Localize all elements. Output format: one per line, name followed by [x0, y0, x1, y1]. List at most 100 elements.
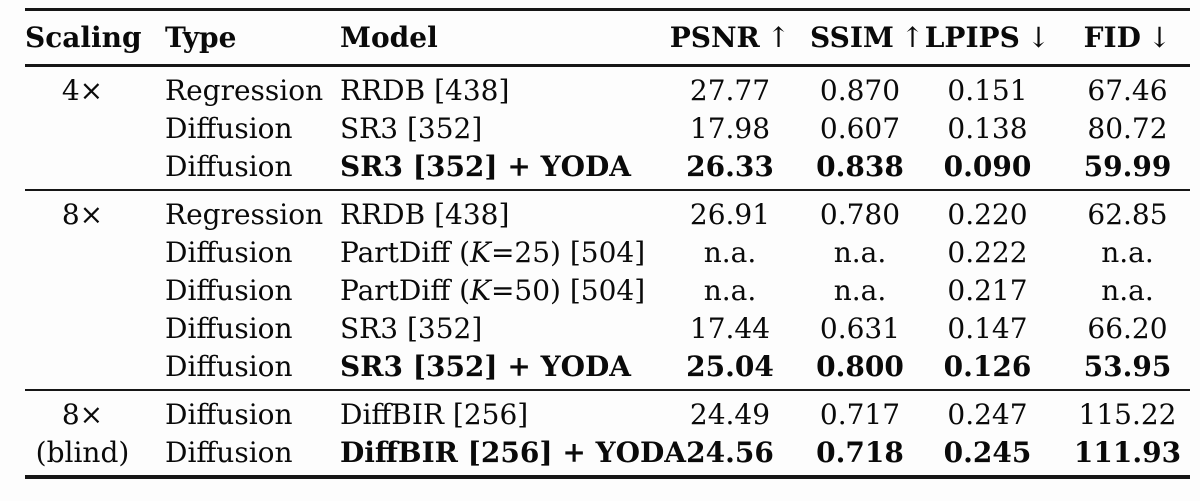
cell-lpips: 0.147: [947, 311, 1028, 345]
cell-fid: n.a.: [1101, 235, 1154, 269]
math-variable: K: [470, 235, 491, 269]
cell-lpips: 0.222: [947, 235, 1028, 269]
cell-model: PartDiff (K=50) [504]: [325, 274, 650, 307]
cell-psnr: n.a.: [703, 235, 757, 269]
cell-psnr: 17.44: [689, 311, 771, 345]
cell-model: DiffBIR [256] + YODA: [325, 436, 686, 469]
col-header-lpips: LPIPS ↓: [910, 21, 1065, 54]
cell-fid: 67.46: [1087, 73, 1168, 107]
cell-fid: 62.85: [1087, 197, 1168, 231]
cell-ssim: 0.838: [816, 149, 904, 183]
cell-fid: 80.72: [1087, 111, 1168, 145]
down-arrow-icon: ↓: [1147, 21, 1172, 54]
cell-model: SR3 [352]: [325, 112, 650, 145]
model-text: SR3 [352] + YODA: [340, 149, 632, 183]
col-header-scaling: Scaling: [25, 21, 142, 54]
cell-psnr: 25.04: [686, 349, 774, 383]
cell-ssim: 0.718: [816, 435, 904, 469]
down-arrow-icon: ↓: [1026, 21, 1051, 54]
cell-psnr: 17.98: [689, 111, 771, 145]
col-header-label: Type: [165, 21, 237, 54]
model-text: SR3 [352]: [340, 111, 483, 145]
cell-lpips: 0.090: [943, 149, 1032, 183]
table-top-rule: [25, 8, 1190, 11]
cell-type: Diffusion: [165, 235, 293, 269]
col-header-ssim: SSIM ↑: [810, 21, 924, 54]
cell-fid: 66.20: [1087, 311, 1168, 345]
cell-lpips: 0.247: [947, 397, 1028, 431]
group-divider-rule: [25, 189, 1190, 191]
cell-lpips: 0.245: [943, 435, 1032, 469]
table-row: 8× Diffusion DiffBIR [256] 24.49 0.717 0.247 1…: [25, 395, 1190, 433]
col-header-label: Scaling: [25, 21, 142, 54]
table-row: Diffusion PartDiff (K=50) [504] n.a. n.a. 0.…: [25, 271, 1190, 309]
cell-lpips: 0.138: [947, 111, 1028, 145]
cell-scaling: 8×: [61, 397, 104, 431]
cell-lpips: 0.220: [947, 197, 1028, 231]
cell-fid: 53.95: [1083, 349, 1172, 383]
cell-psnr: 26.91: [689, 197, 771, 231]
cell-scaling: 8×: [61, 197, 104, 231]
cell-ssim: 0.631: [819, 311, 901, 345]
table-body: 4× Regression RRDB [438] 27.77 0.870 0.151 67.…: [25, 67, 1190, 475]
model-text: RRDB [438]: [340, 197, 510, 231]
cell-ssim: 0.870: [819, 73, 901, 107]
table-row: Diffusion SR3 [352] + YODA 26.33 0.838 0.090…: [25, 147, 1190, 185]
cell-fid: 59.99: [1083, 149, 1172, 183]
cell-ssim: 0.780: [819, 197, 901, 231]
header-bottom-rule: [25, 64, 1190, 67]
cell-type: Diffusion: [165, 273, 293, 307]
cell-model: SR3 [352]: [325, 312, 650, 345]
cell-fid: 111.93: [1073, 435, 1182, 469]
model-text: DiffBIR [256] + YODA: [340, 435, 686, 469]
up-arrow-icon: ↑: [766, 21, 791, 54]
row-group: 8× Diffusion DiffBIR [256] 24.49 0.717 0.247 1…: [25, 391, 1190, 475]
row-group: 8× Regression RRDB [438] 26.91 0.780 0.220 62.…: [25, 191, 1190, 389]
cell-psnr: 27.77: [689, 73, 771, 107]
cell-psnr: 26.33: [686, 149, 774, 183]
model-text: =50) [504]: [490, 273, 646, 307]
col-header-model: Model: [325, 21, 650, 54]
cell-psnr: n.a.: [703, 273, 757, 307]
model-text: PartDiff (: [340, 235, 471, 269]
table-row: Diffusion PartDiff (K=25) [504] n.a. n.a. 0.…: [25, 233, 1190, 271]
cell-ssim: n.a.: [833, 235, 887, 269]
up-arrow-icon: ↑: [900, 21, 925, 54]
cell-scaling: 4×: [61, 73, 104, 107]
model-text: PartDiff (: [340, 273, 471, 307]
results-table: Scaling Type Model PSNR ↑ SSIM ↑ LPIPS ↓ FI…: [25, 8, 1190, 479]
table-row: 8× Regression RRDB [438] 26.91 0.780 0.220 62.…: [25, 195, 1190, 233]
table-row: Diffusion SR3 [352] + YODA 25.04 0.800 0.126…: [25, 347, 1190, 385]
cell-lpips: 0.151: [947, 73, 1028, 107]
cell-psnr: 24.49: [689, 397, 771, 431]
cell-psnr: 24.56: [686, 435, 774, 469]
cell-type: Diffusion: [165, 349, 293, 383]
cell-model: PartDiff (K=25) [504]: [325, 236, 650, 269]
cell-type: Diffusion: [165, 435, 293, 469]
cell-ssim: n.a.: [833, 273, 887, 307]
math-variable: K: [470, 273, 491, 307]
table-bottom-rule: [25, 475, 1190, 479]
cell-type: Regression: [165, 197, 324, 231]
col-header-label: SSIM: [810, 21, 894, 54]
model-text: SR3 [352]: [340, 311, 483, 345]
header-row: Scaling Type Model PSNR ↑ SSIM ↑ LPIPS ↓ FI…: [25, 11, 1190, 64]
cell-scaling: (blind): [35, 435, 130, 469]
col-header-type: Type: [140, 21, 325, 54]
cell-type: Regression: [165, 73, 324, 107]
cell-type: Diffusion: [165, 311, 293, 345]
cell-type: Diffusion: [165, 111, 293, 145]
row-group: 4× Regression RRDB [438] 27.77 0.870 0.151 67.…: [25, 67, 1190, 189]
cell-ssim: 0.607: [819, 111, 901, 145]
cell-type: Diffusion: [165, 397, 293, 431]
model-text: DiffBIR [256]: [340, 397, 529, 431]
model-text: =25) [504]: [490, 235, 646, 269]
table-row: Diffusion SR3 [352] 17.98 0.607 0.138 80.72: [25, 109, 1190, 147]
cell-fid: n.a.: [1101, 273, 1154, 307]
col-header-label: FID: [1083, 21, 1141, 54]
col-header-label: PSNR: [669, 21, 760, 54]
col-header-label: LPIPS: [924, 21, 1020, 54]
cell-ssim: 0.800: [816, 349, 904, 383]
cell-model: SR3 [352] + YODA: [325, 150, 650, 183]
col-header-psnr: PSNR ↑: [650, 21, 810, 54]
